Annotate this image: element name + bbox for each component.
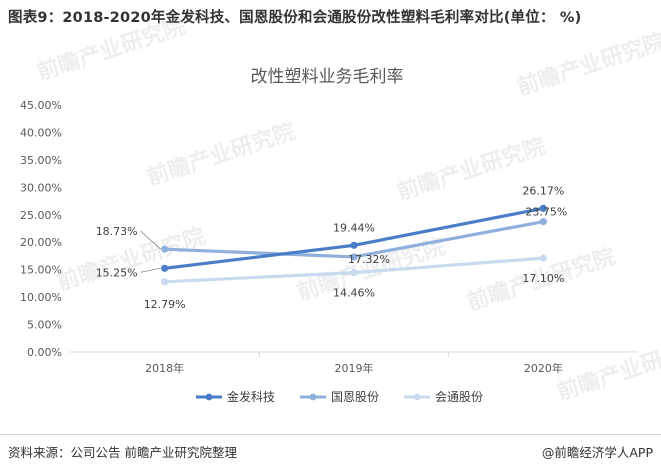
watermark-text: 前瞻产业研究院 [34,13,189,85]
y-tick-label: 0.00% [27,346,62,359]
y-tick-label: 20.00% [20,236,62,249]
data-point [350,253,358,261]
data-label: 12.79% [144,298,186,311]
data-point [539,254,547,262]
data-label: 15.25% [96,266,138,279]
label-leader-line [140,267,161,273]
x-tick-label: 2019年 [335,361,374,375]
watermark-text: 前瞻产业研究院 [514,28,661,100]
data-label: 17.32% [348,253,390,266]
watermark-text: 前瞻产业研究院 [144,118,299,190]
data-point [350,241,358,249]
credit-note: @前瞻经济学人APP [541,445,653,460]
y-tick-label: 15.00% [20,264,62,277]
y-tick-label: 40.00% [20,126,62,139]
data-label: 18.73% [96,225,138,238]
y-tick-label: 30.00% [20,181,62,194]
series-layer [161,204,547,286]
y-tick-label: 35.00% [20,154,62,167]
data-labels-layer: 15.25% 19.44% 26.17% 18.73% 17.32% 23.75% 12.7… [96,184,568,310]
data-label: 17.10% [522,272,564,285]
legend-swatch-marker [309,393,317,401]
data-point [161,245,169,253]
data-point [161,278,169,286]
data-point [539,218,547,226]
y-tick-label: 10.00% [20,291,62,304]
y-tick-label: 45.00% [20,99,62,112]
y-tick-label: 5.00% [27,319,62,332]
x-tick-label: 2020年 [524,361,563,375]
data-point [161,264,169,272]
data-point [350,269,358,277]
chart-title: 改性塑料业务毛利率 [251,67,404,87]
footer-divider [0,434,661,435]
figure-title: 图表9：2018-2020年金发科技、国恩股份和会通股份改性塑料毛利率对比(单位… [8,10,582,26]
legend-label: 会通股份 [435,390,483,404]
data-point [539,204,547,212]
axes: 0.00% 5.00% 10.00% 15.00% 20.00% 25.00% 30.00%… [20,99,638,375]
legend: 金发科技 国恩股份 会通股份 [196,389,483,404]
source-note: 资料来源：公司公告 前瞻产业研究院整理 [8,445,237,460]
legend-swatch-marker [205,393,213,401]
x-tick-label: 2018年 [145,361,184,375]
watermark-text: 前瞻产业研究院 [554,333,661,405]
legend-label: 金发科技 [227,389,275,404]
legend-swatch-marker [413,393,421,401]
label-leader-line [140,230,161,250]
data-label: 14.46% [333,287,375,300]
data-label: 23.75% [525,206,567,219]
legend-label: 国恩股份 [331,390,379,404]
data-label: 19.44% [333,221,375,234]
y-tick-label: 25.00% [20,209,62,222]
data-label: 26.17% [522,184,564,197]
